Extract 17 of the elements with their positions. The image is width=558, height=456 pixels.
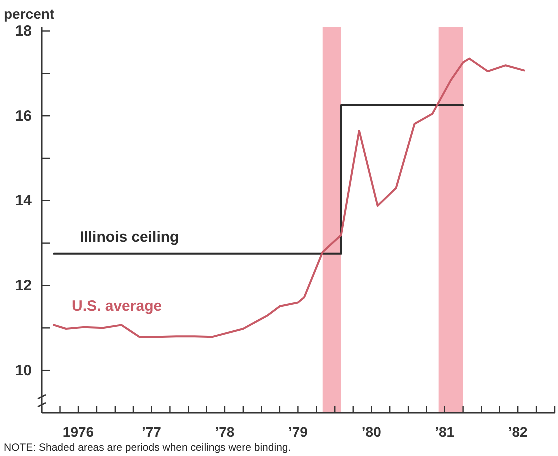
x-tick-label: ’79 (288, 424, 308, 440)
text: NOTE: Shaded areas are periods when ceilings were binding. (4, 442, 292, 454)
series-label: U.S. average (72, 298, 162, 316)
x-tick-label: ’82 (508, 424, 528, 440)
y-tick-label: 12 (15, 278, 32, 295)
y-axis-title: percent (4, 6, 55, 22)
x-tick-label: ’78 (215, 424, 235, 440)
series-label: Illinois ceiling (80, 228, 180, 246)
x-tick-label: ’77 (142, 424, 162, 440)
y-tick-label: 10 (15, 362, 32, 380)
y-tick-label: 18 (15, 23, 32, 40)
y-tick-label: 16 (15, 108, 32, 125)
x-tick-label: ’80 (362, 424, 382, 440)
line-series (53, 58, 526, 338)
x-tick-label: ’81 (435, 424, 455, 440)
x-tick-label: 1976 (62, 424, 94, 440)
y-tick-label: 14 (15, 192, 33, 210)
